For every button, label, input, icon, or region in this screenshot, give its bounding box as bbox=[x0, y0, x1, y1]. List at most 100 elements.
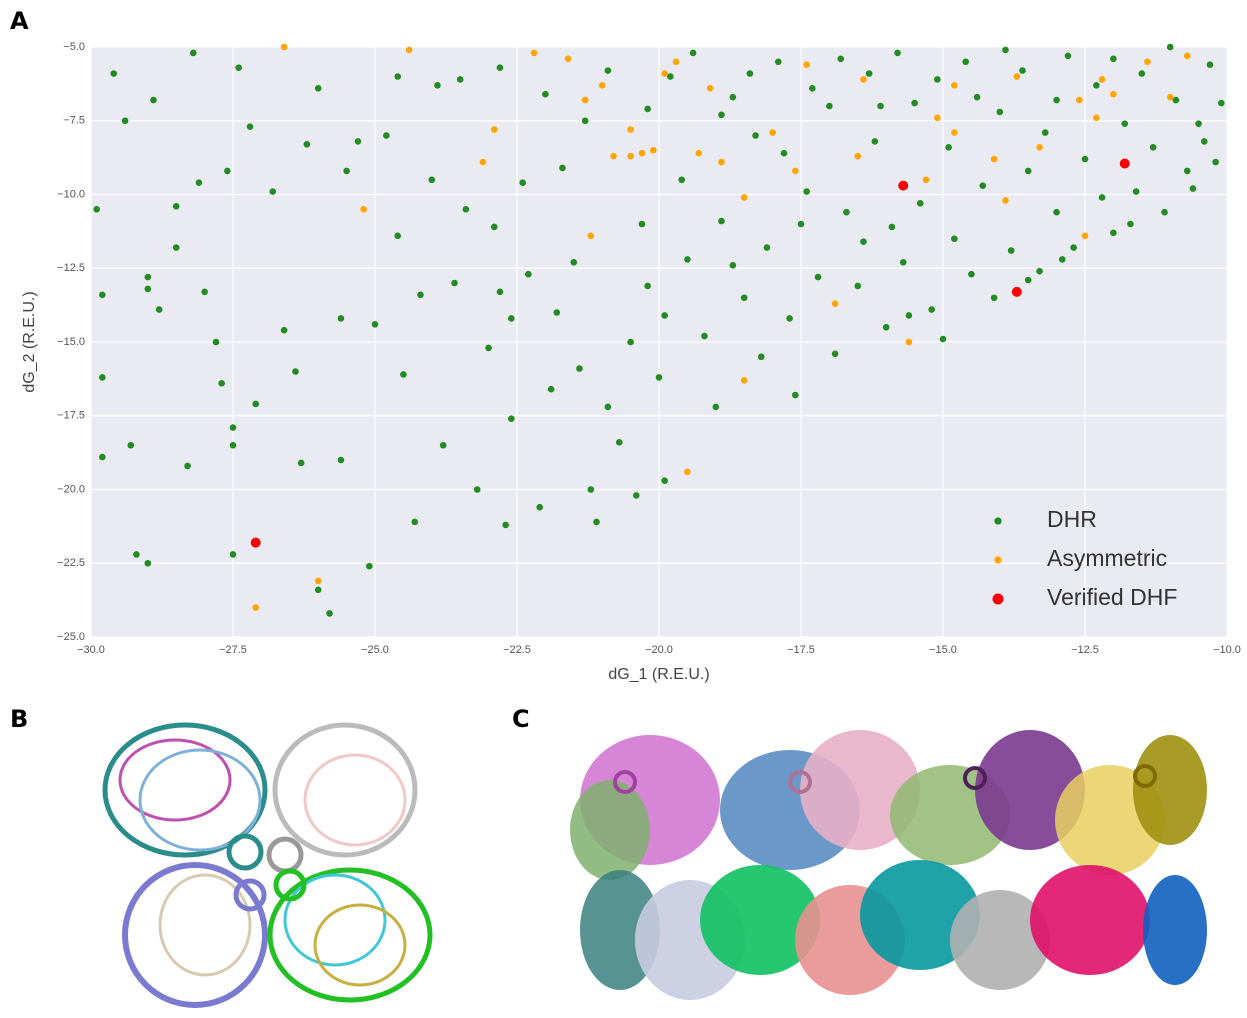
scatter-point bbox=[997, 109, 1004, 116]
x-tick-label: −20.0 bbox=[645, 644, 673, 656]
scatter-point bbox=[661, 70, 668, 77]
scatter-point bbox=[508, 315, 515, 322]
scatter-point bbox=[718, 112, 725, 119]
legend-label: Asymmetric bbox=[1047, 545, 1167, 571]
scatter-point bbox=[582, 117, 589, 124]
scatter-point bbox=[502, 522, 509, 529]
legend-label: DHR bbox=[1047, 506, 1097, 532]
scatter-point bbox=[145, 560, 152, 567]
scatter-point bbox=[235, 64, 242, 71]
scatter-point bbox=[360, 206, 367, 213]
x-tick-label: −12.5 bbox=[1071, 644, 1099, 656]
scatter-point bbox=[639, 221, 646, 228]
scatter-point bbox=[1195, 120, 1202, 127]
legend-marker bbox=[994, 517, 1001, 524]
scatter-point bbox=[1065, 53, 1072, 60]
scatter-point bbox=[491, 224, 498, 231]
scatter-point bbox=[1139, 70, 1146, 77]
scatter-point bbox=[951, 82, 958, 89]
scatter-point bbox=[1201, 138, 1208, 145]
scatter-point bbox=[775, 58, 782, 65]
scatter-point bbox=[110, 70, 117, 77]
scatter-point bbox=[923, 176, 930, 183]
scatter-point bbox=[627, 339, 634, 346]
scatter-point bbox=[400, 371, 407, 378]
scatter-point bbox=[610, 153, 617, 160]
scatter-point bbox=[394, 73, 401, 80]
y-tick-label: −17.5 bbox=[57, 410, 85, 422]
scatter-point bbox=[661, 312, 668, 319]
scatter-point bbox=[457, 76, 464, 83]
scatter-point bbox=[269, 188, 276, 195]
scatter-point bbox=[678, 176, 685, 183]
scatter-point bbox=[860, 76, 867, 83]
scatter-point bbox=[315, 85, 322, 92]
scatter-point bbox=[764, 244, 771, 251]
scatter-point bbox=[252, 604, 259, 611]
y-tick-label: −25.0 bbox=[57, 631, 85, 643]
scatter-point bbox=[928, 306, 935, 313]
scatter-point bbox=[707, 85, 714, 92]
scatter-point bbox=[656, 374, 663, 381]
scatter-point bbox=[252, 401, 259, 408]
scatter-point bbox=[99, 292, 106, 299]
scatter-point bbox=[1008, 247, 1015, 254]
scatter-point bbox=[883, 324, 890, 331]
scatter-point bbox=[1036, 144, 1043, 151]
scatter-point bbox=[605, 67, 612, 74]
scatter-point bbox=[605, 404, 612, 411]
scatter-point bbox=[889, 224, 896, 231]
scatter-point bbox=[661, 477, 668, 484]
scatter-point bbox=[1144, 58, 1151, 65]
scatter-point bbox=[951, 235, 958, 242]
scatter-point bbox=[542, 91, 549, 98]
scatter-point bbox=[156, 306, 163, 313]
x-tick-label: −15.0 bbox=[929, 644, 957, 656]
scatter-point bbox=[218, 380, 225, 387]
page: A B C dG_1 (R.E.U.) dG_2 (R.E.U.) bbox=[0, 0, 1247, 1018]
scatter-point bbox=[145, 274, 152, 281]
scatter-point bbox=[292, 368, 299, 375]
scatter-point bbox=[315, 578, 322, 585]
scatter-point bbox=[508, 415, 515, 422]
y-axis-label: dG_2 (R.E.U.) bbox=[21, 291, 38, 392]
scatter-point bbox=[173, 203, 180, 210]
scatter-point bbox=[639, 150, 646, 157]
scatter-point bbox=[911, 100, 918, 107]
scatter-point bbox=[281, 44, 288, 51]
scatter-point bbox=[815, 274, 822, 281]
scatter-point bbox=[1190, 185, 1197, 192]
scatter-point bbox=[667, 73, 674, 80]
scatter-point bbox=[1053, 97, 1060, 104]
scatter-point bbox=[383, 132, 390, 139]
scatter-point bbox=[548, 386, 555, 393]
scatter-point bbox=[497, 64, 504, 71]
scatter-point bbox=[184, 463, 191, 470]
scatter-point bbox=[485, 345, 492, 352]
scatter-point bbox=[695, 150, 702, 157]
scatter-point bbox=[979, 182, 986, 189]
scatter-point bbox=[832, 351, 839, 358]
scatter-point bbox=[1120, 159, 1130, 169]
scatter-point bbox=[673, 58, 680, 65]
scatter-point bbox=[304, 141, 311, 148]
scatter-point bbox=[343, 168, 350, 175]
scatter-point bbox=[355, 138, 362, 145]
scatter-point bbox=[792, 392, 799, 399]
scatter-point bbox=[230, 424, 237, 431]
scatter-point bbox=[906, 312, 913, 319]
x-tick-label: −30.0 bbox=[77, 644, 105, 656]
scatter-point bbox=[809, 85, 816, 92]
panel-label: A bbox=[10, 7, 29, 35]
scatter-point bbox=[1019, 67, 1026, 74]
scatter-point bbox=[786, 315, 793, 322]
x-tick-label: −25.0 bbox=[361, 644, 389, 656]
scatter-point bbox=[1036, 268, 1043, 275]
scatter-point bbox=[894, 50, 901, 57]
scatter-point bbox=[690, 50, 697, 57]
scatter-point bbox=[463, 206, 470, 213]
scatter-point bbox=[451, 280, 458, 287]
figure: A B C dG_1 (R.E.U.) dG_2 (R.E.U.) bbox=[0, 0, 1247, 1018]
scatter-point bbox=[190, 50, 197, 57]
scatter-point bbox=[99, 374, 106, 381]
